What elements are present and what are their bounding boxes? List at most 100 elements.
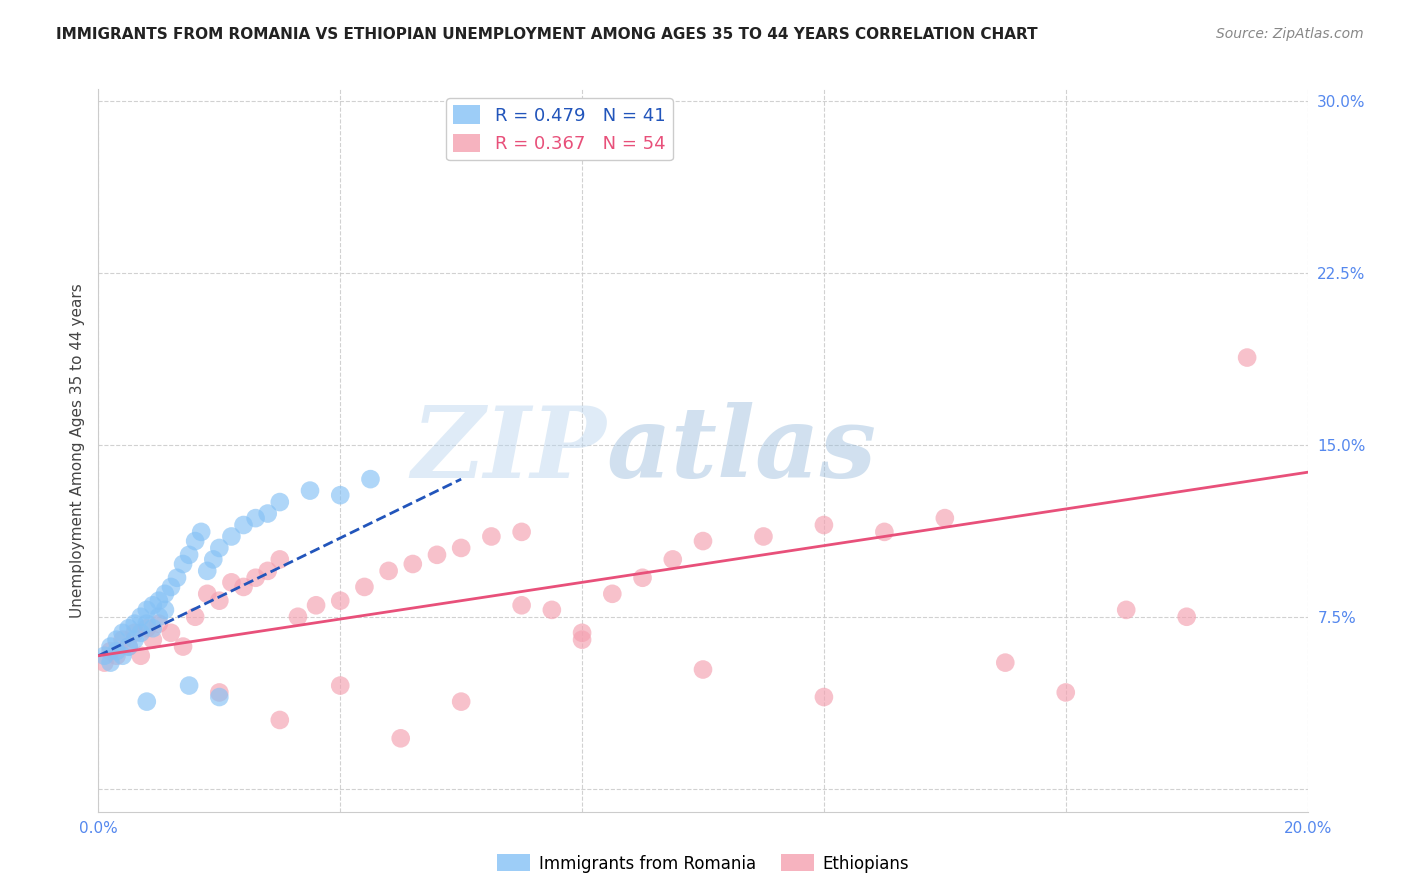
Point — [153, 603, 176, 617]
Text: Source: ZipAtlas.com: Source: ZipAtlas.com — [1216, 27, 1364, 41]
Point — [481, 529, 503, 543]
Point — [148, 616, 170, 631]
Point — [111, 632, 134, 647]
Text: IMMIGRANTS FROM ROMANIA VS ETHIOPIAN UNEMPLOYMENT AMONG AGES 35 TO 44 YEARS CORR: IMMIGRANTS FROM ROMANIA VS ETHIOPIAN UNE… — [56, 27, 1038, 42]
Point — [100, 644, 122, 658]
Point — [118, 621, 141, 635]
Point — [245, 571, 267, 585]
Point — [329, 488, 352, 502]
Point — [179, 679, 201, 693]
Point — [329, 593, 352, 607]
Point — [142, 632, 165, 647]
Point — [221, 529, 243, 543]
Point — [426, 548, 449, 562]
Point — [93, 656, 115, 670]
Point — [135, 603, 157, 617]
Point — [692, 534, 714, 549]
Point — [269, 713, 291, 727]
Point — [510, 524, 533, 539]
Point — [124, 632, 146, 647]
Legend: R = 0.479   N = 41, R = 0.367   N = 54: R = 0.479 N = 41, R = 0.367 N = 54 — [446, 98, 672, 161]
Point — [353, 580, 375, 594]
Point — [208, 541, 231, 555]
Point — [184, 609, 207, 624]
Point — [93, 648, 115, 663]
Point — [195, 587, 218, 601]
Point — [287, 609, 309, 624]
Point — [256, 564, 278, 578]
Point — [752, 529, 775, 543]
Point — [111, 648, 134, 663]
Point — [135, 695, 157, 709]
Point — [153, 587, 176, 601]
Point — [377, 564, 399, 578]
Point — [105, 648, 128, 663]
Point — [195, 564, 218, 578]
Point — [105, 632, 128, 647]
Point — [450, 541, 472, 555]
Point — [172, 557, 194, 571]
Point — [179, 548, 201, 562]
Text: ZIP: ZIP — [412, 402, 606, 499]
Point — [571, 625, 593, 640]
Point — [661, 552, 683, 566]
Point — [602, 587, 624, 601]
Point — [160, 625, 183, 640]
Point — [1175, 609, 1198, 624]
Point — [510, 599, 533, 613]
Point — [402, 557, 425, 571]
Point — [631, 571, 654, 585]
Point — [208, 593, 231, 607]
Point — [208, 690, 231, 704]
Point — [269, 495, 291, 509]
Point — [208, 685, 231, 699]
Point — [148, 593, 170, 607]
Point — [111, 625, 134, 640]
Point — [1054, 685, 1077, 699]
Point — [389, 731, 412, 746]
Point — [245, 511, 267, 525]
Point — [172, 640, 194, 654]
Point — [202, 552, 225, 566]
Point — [135, 621, 157, 635]
Point — [124, 616, 146, 631]
Point — [232, 580, 254, 594]
Point — [160, 580, 183, 594]
Point — [813, 518, 835, 533]
Point — [142, 621, 165, 635]
Point — [148, 609, 170, 624]
Point — [190, 524, 212, 539]
Point — [256, 507, 278, 521]
Point — [1115, 603, 1137, 617]
Y-axis label: Unemployment Among Ages 35 to 44 years: Unemployment Among Ages 35 to 44 years — [69, 283, 84, 618]
Point — [118, 640, 141, 654]
Point — [124, 625, 146, 640]
Point — [100, 640, 122, 654]
Point — [305, 599, 328, 613]
Point — [450, 695, 472, 709]
Point — [873, 524, 896, 539]
Point — [135, 616, 157, 631]
Point — [129, 609, 152, 624]
Point — [813, 690, 835, 704]
Point — [118, 640, 141, 654]
Point — [184, 534, 207, 549]
Text: atlas: atlas — [606, 402, 876, 499]
Point — [692, 663, 714, 677]
Point — [934, 511, 956, 525]
Point — [129, 648, 152, 663]
Point — [1236, 351, 1258, 365]
Point — [129, 625, 152, 640]
Point — [571, 632, 593, 647]
Point — [360, 472, 382, 486]
Legend: Immigrants from Romania, Ethiopians: Immigrants from Romania, Ethiopians — [491, 847, 915, 880]
Point — [232, 518, 254, 533]
Point — [994, 656, 1017, 670]
Point — [269, 552, 291, 566]
Point — [166, 571, 188, 585]
Point — [299, 483, 322, 498]
Point — [540, 603, 562, 617]
Point — [329, 679, 352, 693]
Point — [100, 656, 122, 670]
Point — [105, 644, 128, 658]
